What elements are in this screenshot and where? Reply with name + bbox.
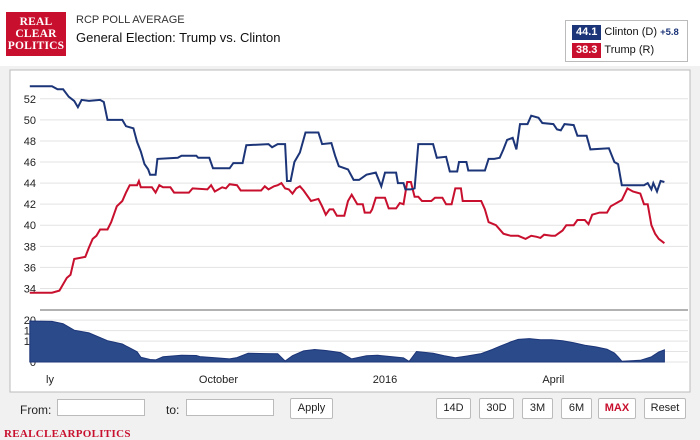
legend-spread: +5.8 <box>660 27 679 38</box>
chart-subtitle: RCP POLL AVERAGE <box>76 14 185 26</box>
rcp-logo[interactable]: REAL CLEAR POLITICS <box>6 12 66 56</box>
logo-line-3: POLITICS <box>7 40 65 52</box>
grid-lines <box>40 98 688 289</box>
range-max-button[interactable]: MAX <box>598 398 636 419</box>
chart-title: General Election: Trump vs. Clinton <box>76 30 281 45</box>
legend-value-trump: 38.3 <box>572 43 602 58</box>
y-tick-label-40: 40 <box>24 220 36 232</box>
x-tick-label-1: October <box>199 374 238 386</box>
to-date-input[interactable] <box>186 399 274 416</box>
y-tick-label-36: 36 <box>24 262 36 274</box>
y-tick-label-50: 50 <box>24 115 36 127</box>
legend-label-trump: Trump (R) <box>604 44 655 56</box>
spread-tick-label-0: 0 <box>30 357 36 369</box>
legend-item-trump[interactable]: 38.3 Trump (R) <box>572 43 654 59</box>
logo-line-1: REAL <box>19 16 53 28</box>
to-label: to: <box>166 403 180 417</box>
x-tick-label-0: ly <box>46 374 54 386</box>
y-tick-label-44: 44 <box>24 178 36 190</box>
series-line-clinton[interactable] <box>29 85 665 195</box>
chart-frame <box>9 69 691 393</box>
legend-label-clinton: Clinton (D) <box>604 26 657 38</box>
legend-item-clinton[interactable]: 44.1 Clinton (D) +5.8 <box>572 25 679 41</box>
spread-area <box>29 320 665 363</box>
y-tick-label-46: 46 <box>24 157 36 169</box>
x-tick-label-2: 2016 <box>373 374 397 386</box>
footer-brand: REALCLEARPOLITICS <box>4 428 131 440</box>
range-30d-button[interactable]: 30D <box>479 398 514 419</box>
y-tick-label-42: 42 <box>24 199 36 211</box>
y-tick-label-48: 48 <box>24 136 36 148</box>
apply-button[interactable]: Apply <box>290 398 333 419</box>
range-14d-button[interactable]: 14D <box>436 398 471 419</box>
y-tick-label-52: 52 <box>24 94 36 106</box>
x-tick-label-3: April <box>542 374 564 386</box>
range-3m-button[interactable]: 3M <box>522 398 553 419</box>
from-label: From: <box>20 403 52 417</box>
legend: 44.1 Clinton (D) +5.8 38.3 Trump (R) <box>565 20 688 62</box>
legend-value-clinton: 44.1 <box>572 25 602 40</box>
x-axis-labels: ly October 2016 April <box>46 374 564 386</box>
from-date-input[interactable] <box>57 399 145 416</box>
controls-bar: From: to: Apply 14D 30D 3M 6M MAX Reset <box>0 396 700 424</box>
logo-line-2: CLEAR <box>15 28 57 40</box>
range-6m-button[interactable]: 6M <box>561 398 592 419</box>
header: REAL CLEAR POLITICS RCP POLL AVERAGE Gen… <box>0 0 700 66</box>
reset-button[interactable]: Reset <box>644 398 686 419</box>
y-tick-label-38: 38 <box>24 241 36 253</box>
series-line-trump[interactable] <box>29 178 666 294</box>
